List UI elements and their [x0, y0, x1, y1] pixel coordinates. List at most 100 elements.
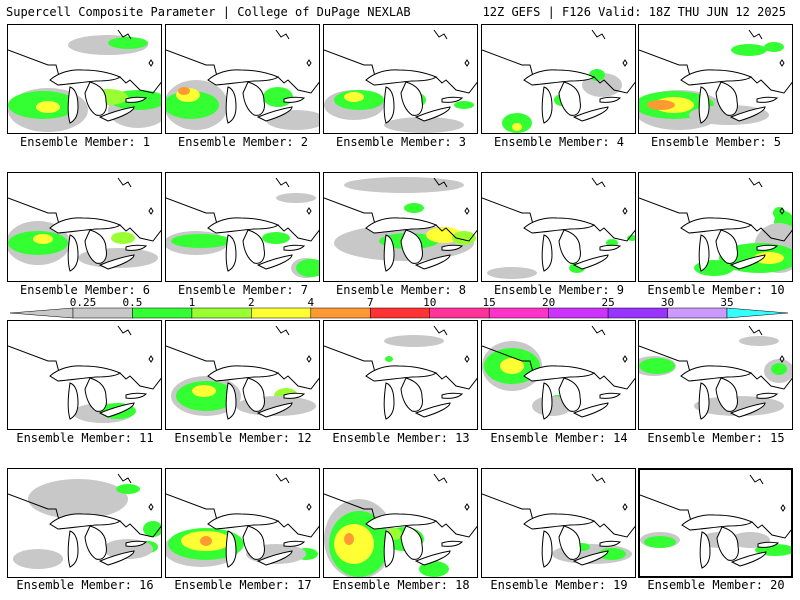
ensemble-panel-7[interactable]	[165, 172, 320, 282]
scale-tick-label: 4	[307, 296, 315, 309]
lake-erie	[572, 106, 609, 122]
lake-michigan	[67, 86, 79, 124]
scale-segment	[310, 307, 371, 319]
coastline	[748, 177, 785, 215]
scp-map	[166, 29, 319, 130]
scp-contour-green	[108, 37, 148, 49]
scp-contour-gray	[739, 336, 779, 346]
ensemble-panel-1[interactable]	[7, 24, 162, 134]
border-line	[482, 49, 635, 94]
scp-contour-green	[262, 232, 290, 244]
lake-huron	[715, 377, 738, 412]
scp-contour-yellow	[192, 385, 216, 397]
border-line	[8, 345, 161, 390]
lake-erie	[256, 106, 293, 122]
coastline	[591, 177, 628, 215]
lake-ontario	[283, 244, 306, 251]
ensemble-panel-13[interactable]	[323, 320, 478, 430]
lake-superior	[365, 365, 438, 382]
lake-ontario	[599, 392, 622, 399]
ensemble-member-label: Ensemble Member: 14	[490, 431, 628, 445]
ensemble-member-label: Ensemble Member: 15	[647, 431, 785, 445]
scale-segment	[191, 307, 252, 319]
ensemble-panel-19[interactable]	[481, 468, 636, 578]
ensemble-panel-3[interactable]	[323, 24, 478, 134]
scp-map	[482, 473, 635, 568]
scp-contour-green	[589, 69, 605, 81]
coastline	[591, 29, 628, 67]
ensemble-member-label: Ensemble Member: 13	[332, 431, 470, 445]
scale-segment	[72, 307, 133, 319]
lake-superior	[523, 513, 596, 530]
ensemble-panel-11[interactable]	[7, 320, 162, 430]
lake-ontario	[283, 392, 306, 399]
ensemble-panel-4[interactable]	[481, 24, 636, 134]
lake-michigan	[541, 382, 553, 420]
lake-ontario	[125, 96, 148, 103]
scp-map	[8, 325, 161, 423]
border-line	[8, 49, 161, 94]
lake-michigan	[541, 530, 553, 568]
coastline	[275, 325, 312, 363]
ensemble-panel-10[interactable]	[638, 172, 793, 282]
scp-contour-green	[116, 484, 140, 494]
ensemble-panel-16[interactable]	[7, 468, 162, 578]
border-line	[482, 345, 635, 390]
lake-michigan	[699, 531, 711, 569]
border-line	[640, 494, 791, 539]
ensemble-panel-9[interactable]	[481, 172, 636, 282]
scp-map	[482, 177, 635, 279]
lake-superior	[681, 514, 754, 531]
scp-contour-green	[764, 42, 784, 52]
scp-contour-green	[773, 207, 785, 219]
lake-michigan	[383, 234, 395, 272]
lake-huron	[400, 229, 423, 264]
lake-huron	[715, 229, 738, 264]
lake-huron	[715, 81, 738, 116]
scp-map	[324, 29, 477, 133]
scp-contour-green	[454, 101, 474, 109]
lake-superior	[523, 217, 596, 234]
scp-contour-green	[171, 234, 231, 248]
scp-contour-orange	[200, 536, 212, 546]
border-line	[482, 493, 635, 538]
ensemble-panel-12[interactable]	[165, 320, 320, 430]
ensemble-panel-18[interactable]	[323, 468, 478, 578]
ensemble-panel-14[interactable]	[481, 320, 636, 430]
ensemble-member-label: Ensemble Member: 9	[493, 283, 625, 297]
lake-superior	[365, 217, 438, 234]
lake-huron	[400, 525, 423, 560]
scp-contour-lime	[111, 232, 135, 244]
coastline	[117, 177, 154, 215]
lake-huron	[558, 525, 581, 560]
ensemble-member-label: Ensemble Member: 5	[650, 135, 782, 149]
border-line	[324, 493, 477, 538]
ensemble-panel-17[interactable]	[165, 468, 320, 578]
ensemble-member-label: Ensemble Member: 11	[16, 431, 154, 445]
lake-huron	[716, 526, 739, 561]
scale-tick-label: 7	[366, 296, 374, 309]
ensemble-panel-20[interactable]	[638, 468, 793, 578]
border-line	[166, 49, 319, 94]
ensemble-panel-2[interactable]	[165, 24, 320, 134]
lake-ontario	[441, 96, 464, 103]
coastline	[275, 473, 312, 511]
scale-segment	[370, 307, 430, 319]
scale-segment	[488, 307, 549, 319]
lake-michigan	[225, 234, 237, 272]
ensemble-panel-5[interactable]	[638, 24, 793, 134]
ensemble-panel-15[interactable]	[638, 320, 793, 430]
scp-contour-gray	[487, 267, 537, 279]
ensemble-panel-8[interactable]	[323, 172, 478, 282]
scale-segment	[667, 307, 728, 319]
border-line	[8, 197, 161, 242]
lake-superior	[207, 365, 280, 382]
scale-high-arrow	[726, 307, 789, 319]
lake-ontario	[756, 244, 779, 251]
lake-michigan	[67, 382, 79, 420]
lake-michigan	[383, 530, 395, 568]
scp-map	[324, 177, 477, 272]
scale-tick-label: 1	[188, 296, 196, 309]
ensemble-panel-6[interactable]	[7, 172, 162, 282]
